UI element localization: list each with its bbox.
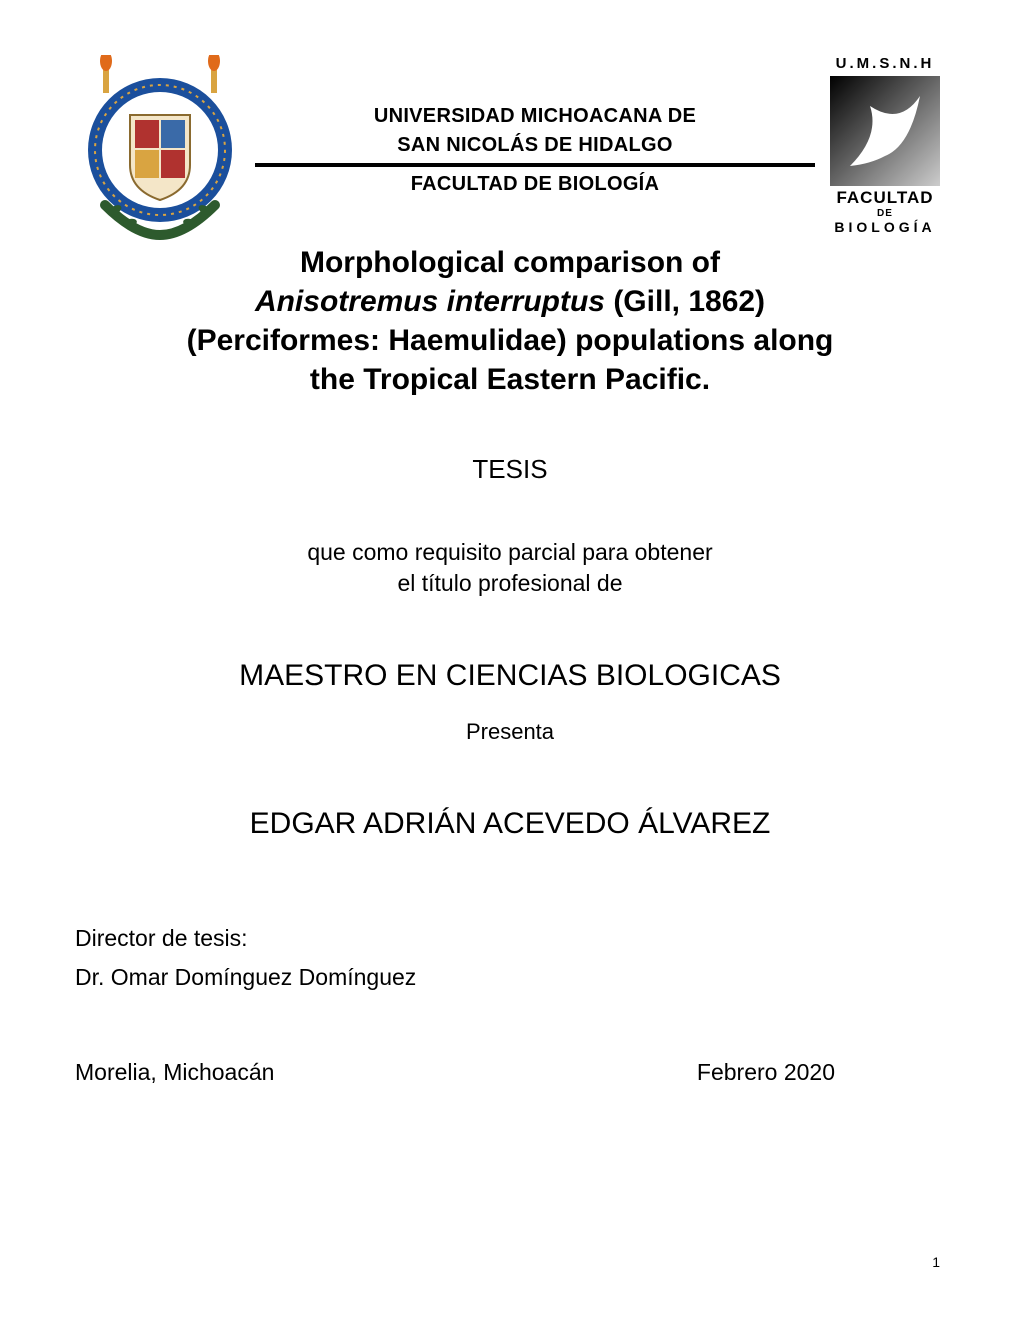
- title-line4: the Tropical Eastern Pacific.: [310, 363, 710, 396]
- requisito-text: que como requisito parcial para obtener …: [75, 537, 945, 599]
- right-biologia: BIOLOGÍA: [825, 219, 945, 235]
- director-name: Dr. Omar Domínguez Domínguez: [75, 958, 945, 997]
- footer-row: Morelia, Michoacán Febrero 2020: [75, 1059, 945, 1086]
- title-line3: (Perciformes: Haemulidae) populations al…: [187, 324, 834, 357]
- horizontal-rule: [255, 163, 815, 167]
- faculty-logo-block: U.M.S.N.H FACULTAD DE BIOLOGÍA: [825, 55, 945, 235]
- header-row: UNIVERSIDAD MICHOACANA DE SAN NICOLÁS DE…: [75, 55, 945, 245]
- university-name-line1: UNIVERSIDAD MICHOACANA DE: [245, 105, 825, 128]
- center-header: UNIVERSIDAD MICHOACANA DE SAN NICOLÁS DE…: [245, 55, 825, 196]
- title-species-italic: Anisotremus interruptus: [255, 285, 605, 318]
- director-block: Director de tesis: Dr. Omar Domínguez Do…: [75, 919, 945, 997]
- right-facultad: FACULTAD: [825, 188, 945, 208]
- author-name: EDGAR ADRIÁN ACEVEDO ÁLVAREZ: [75, 807, 945, 841]
- thesis-title: Morphological comparison of Anisotremus …: [75, 243, 945, 399]
- tesis-label: TESIS: [75, 454, 945, 485]
- university-crest-logo: [75, 55, 245, 245]
- title-line1: Morphological comparison of: [300, 246, 720, 279]
- right-de: DE: [825, 208, 945, 219]
- faculty-name: FACULTAD DE BIOLOGÍA: [245, 173, 825, 196]
- date: Febrero 2020: [697, 1059, 835, 1086]
- faculty-badge-icon: [830, 76, 940, 186]
- director-label: Director de tesis:: [75, 919, 945, 958]
- requisito-l2: el título profesional de: [397, 570, 622, 596]
- degree-name: MAESTRO EN CIENCIAS BIOLOGICAS: [75, 659, 945, 693]
- place: Morelia, Michoacán: [75, 1059, 274, 1086]
- university-name-line2: SAN NICOLÁS DE HIDALGO: [245, 134, 825, 157]
- umsnh-acronym: U.M.S.N.H: [825, 55, 945, 72]
- page-number: 1: [932, 1254, 940, 1270]
- presenta-label: Presenta: [75, 719, 945, 745]
- requisito-l1: que como requisito parcial para obtener: [307, 539, 712, 565]
- title-line2-rest: (Gill, 1862): [605, 285, 765, 318]
